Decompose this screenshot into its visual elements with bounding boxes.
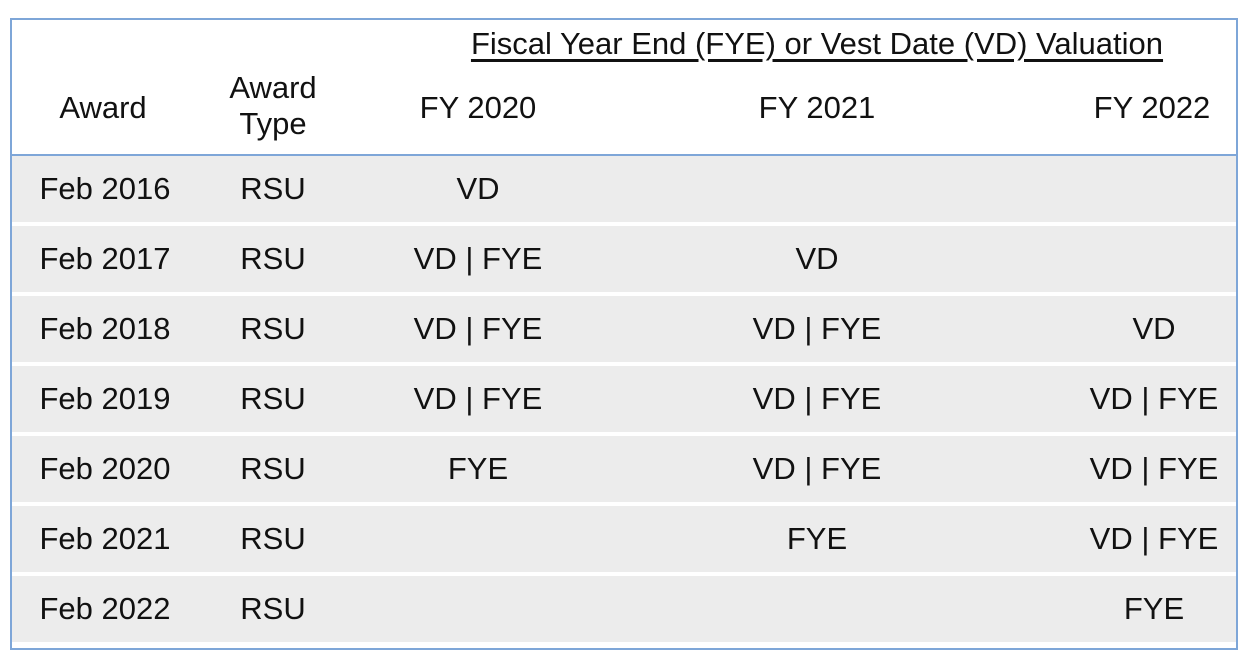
cell-award-type: RSU	[240, 311, 306, 346]
cell-fy-2020	[398, 576, 558, 642]
cell-award: Feb 2022	[39, 591, 171, 626]
cell-fy-2021	[737, 156, 897, 222]
table-body: Feb 2016 RSU VD Feb 2017 RSU VD | FYE VD…	[12, 156, 1236, 642]
cell-award-type: RSU	[240, 241, 306, 276]
column-header-fy-2020: FY 2020	[419, 90, 537, 125]
table-row: Feb 2022 RSU FYE	[12, 576, 1236, 642]
column-header-award-type-line2: Type	[239, 106, 307, 141]
cell-award: Feb 2016	[39, 171, 171, 206]
column-header-award-type: Award Type	[208, 70, 338, 142]
table-row: Feb 2021 RSU FYE VD | FYE	[12, 506, 1236, 572]
group-header-title: Fiscal Year End (FYE) or Vest Date (VD) …	[470, 26, 1164, 61]
column-header-fy-2021: FY 2021	[758, 90, 876, 125]
cell-fy-2021: VD | FYE	[752, 381, 882, 416]
table-row: Feb 2016 RSU VD	[12, 156, 1236, 222]
cell-fy-2020: VD | FYE	[413, 381, 543, 416]
cell-fy-2022: VD | FYE	[1089, 521, 1219, 556]
cell-fy-2020: VD	[456, 171, 500, 206]
column-header-award: Award	[59, 90, 147, 125]
cell-fy-2021: VD	[795, 241, 839, 276]
column-header-fy-2022: FY 2022	[1093, 90, 1211, 125]
cell-award-type: RSU	[240, 521, 306, 556]
cell-award-type: RSU	[240, 451, 306, 486]
cell-award-type: RSU	[240, 171, 306, 206]
table-row: Feb 2020 RSU FYE VD | FYE VD | FYE	[12, 436, 1236, 502]
cell-fy-2020: VD | FYE	[413, 311, 543, 346]
cell-fy-2021	[737, 576, 897, 642]
cell-fy-2020: FYE	[447, 451, 509, 486]
header-divider	[12, 154, 1236, 156]
cell-award-type: RSU	[240, 381, 306, 416]
cell-fy-2021: VD | FYE	[752, 311, 882, 346]
cell-award: Feb 2019	[39, 381, 171, 416]
cell-award: Feb 2021	[39, 521, 171, 556]
cell-fy-2020	[398, 506, 558, 572]
cell-fy-2022: FYE	[1123, 591, 1185, 626]
valuation-table: Fiscal Year End (FYE) or Vest Date (VD) …	[10, 18, 1238, 650]
table-row: Feb 2019 RSU VD | FYE VD | FYE VD | FYE	[12, 366, 1236, 432]
table-header: Fiscal Year End (FYE) or Vest Date (VD) …	[12, 20, 1236, 154]
cell-fy-2020: VD | FYE	[413, 241, 543, 276]
cell-fy-2022	[1074, 226, 1234, 292]
cell-fy-2022	[1074, 156, 1234, 222]
cell-fy-2022: VD | FYE	[1089, 381, 1219, 416]
cell-award: Feb 2018	[39, 311, 171, 346]
cell-fy-2021: FYE	[786, 521, 848, 556]
cell-fy-2022: VD	[1132, 311, 1176, 346]
column-header-award-type-line1: Award	[229, 70, 317, 105]
cell-fy-2022: VD | FYE	[1089, 451, 1219, 486]
cell-award: Feb 2020	[39, 451, 171, 486]
cell-award: Feb 2017	[39, 241, 171, 276]
cell-award-type: RSU	[240, 591, 306, 626]
cell-fy-2021: VD | FYE	[752, 451, 882, 486]
table-row: Feb 2018 RSU VD | FYE VD | FYE VD	[12, 296, 1236, 362]
table-row: Feb 2017 RSU VD | FYE VD	[12, 226, 1236, 292]
